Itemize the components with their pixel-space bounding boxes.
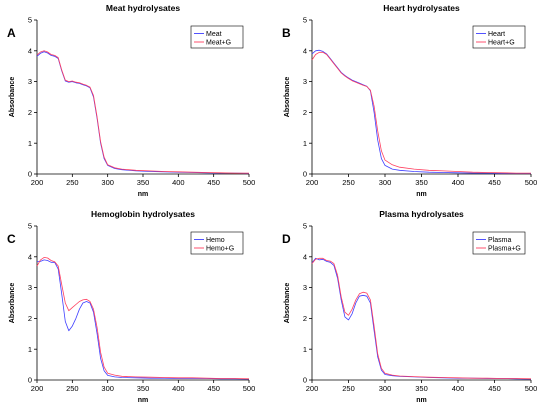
y-axis-label: Absorbance xyxy=(284,283,291,324)
x-tick-label: 200 xyxy=(31,384,44,393)
x-tick-label: 250 xyxy=(66,178,79,187)
x-tick-label: 250 xyxy=(66,384,79,393)
chart-title: Heart hydrolysates xyxy=(383,3,460,13)
x-tick-label: 250 xyxy=(342,384,355,393)
x-tick-label: 300 xyxy=(101,384,114,393)
chart-panel-b: Heart hydrolysates B 0 1 2 3 4 5 200 250 300 350 400… xyxy=(282,3,537,198)
y-tick-label: 3 xyxy=(28,283,32,292)
x-tick-label: 300 xyxy=(379,178,392,187)
x-tick-label: 450 xyxy=(207,384,220,393)
y-tick-label: 4 xyxy=(28,46,32,55)
x-tick-label: 300 xyxy=(101,178,114,187)
x-tick-label: 350 xyxy=(415,178,428,187)
x-axis-label: nm xyxy=(138,397,149,404)
legend-box xyxy=(472,231,526,255)
series-line-meat xyxy=(36,51,250,174)
chart-panel-a: Meat hydrolysates A 0 1 2 3 4 5 200 250 300 350 400 4… xyxy=(7,3,255,198)
legend-box xyxy=(190,25,244,49)
y-axis-label: Absorbance xyxy=(284,77,291,118)
x-tick-label: 450 xyxy=(207,178,220,187)
y-tick-label: 0 xyxy=(303,376,307,385)
series-line-hemo xyxy=(37,259,250,380)
x-tick-label: 350 xyxy=(415,384,428,393)
y-tick-label: 3 xyxy=(303,283,307,292)
chart-title: Meat hydrolysates xyxy=(106,3,180,13)
x-tick-label: 350 xyxy=(137,384,150,393)
x-tick-label: 450 xyxy=(488,178,501,187)
y-tick-label: 1 xyxy=(28,345,32,354)
legend-label: Plasma xyxy=(488,237,511,244)
y-tick-label: 2 xyxy=(28,314,32,323)
x-tick-label: 400 xyxy=(172,384,185,393)
legend-label: Heart xyxy=(488,31,505,38)
x-tick-label: 500 xyxy=(243,178,256,187)
legend-label: Meat xyxy=(206,31,222,38)
series-line-heart xyxy=(311,49,531,174)
y-tick-label: 2 xyxy=(303,314,307,323)
x-axis-label: nm xyxy=(416,397,427,404)
series-line-plasma-g xyxy=(311,257,532,380)
legend-box xyxy=(190,231,244,255)
y-tick-label: 0 xyxy=(303,170,307,179)
panel-label: A xyxy=(7,26,16,40)
x-axis-label: nm xyxy=(138,191,149,198)
chart-title: Plasma hydrolysates xyxy=(379,209,464,219)
x-tick-label: 200 xyxy=(306,384,319,393)
x-tick-label: 350 xyxy=(137,178,150,187)
legend-label: Hemo xyxy=(206,237,225,244)
x-tick-label: 200 xyxy=(306,178,319,187)
series-line-meat-g xyxy=(36,50,249,174)
chart-panel-d: Plasma hydrolysates D 0 1 2 3 4 5 200 250 300 350 40… xyxy=(282,209,537,404)
y-tick-label: 3 xyxy=(28,77,32,86)
y-tick-label: 1 xyxy=(28,139,32,148)
y-tick-label: 5 xyxy=(28,222,32,231)
series-line-plasma xyxy=(311,257,532,380)
x-tick-label: 500 xyxy=(525,384,538,393)
panel-label: D xyxy=(282,232,291,246)
x-tick-label: 500 xyxy=(525,178,538,187)
panel-label: B xyxy=(282,26,291,40)
legend-label: Plasma+G xyxy=(488,245,521,252)
y-tick-label: 5 xyxy=(303,222,307,231)
series-line-heart-g xyxy=(311,51,531,174)
y-tick-label: 4 xyxy=(303,46,307,55)
y-tick-label: 1 xyxy=(303,139,307,148)
x-tick-label: 500 xyxy=(243,384,256,393)
y-tick-label: 3 xyxy=(303,77,307,86)
x-axis-label: nm xyxy=(416,191,427,198)
legend-label: Meat+G xyxy=(206,39,231,46)
x-tick-label: 400 xyxy=(452,178,465,187)
x-tick-label: 450 xyxy=(488,384,501,393)
x-tick-label: 400 xyxy=(452,384,465,393)
y-tick-label: 0 xyxy=(28,376,32,385)
y-tick-label: 4 xyxy=(303,252,307,261)
y-tick-label: 2 xyxy=(28,108,32,117)
chart-title: Hemoglobin hydrolysates xyxy=(91,209,195,219)
legend-box xyxy=(472,25,526,49)
legend-label: Heart+G xyxy=(488,39,515,46)
y-tick-label: 1 xyxy=(303,345,307,354)
y-tick-label: 5 xyxy=(303,16,307,25)
y-axis-label: Absorbance xyxy=(9,283,16,324)
y-tick-label: 2 xyxy=(303,108,307,117)
x-tick-label: 300 xyxy=(379,384,392,393)
x-tick-label: 400 xyxy=(172,178,185,187)
legend-label: Hemo+G xyxy=(206,245,234,252)
panel-label: C xyxy=(7,232,16,246)
y-tick-label: 4 xyxy=(28,252,32,261)
x-tick-label: 200 xyxy=(31,178,44,187)
y-tick-label: 0 xyxy=(28,170,32,179)
x-tick-label: 250 xyxy=(342,178,355,187)
chart-panel-c: Hemoglobin hydrolysates C 0 1 2 3 4 5 200 250 300 3… xyxy=(7,209,255,404)
y-tick-label: 5 xyxy=(28,16,32,25)
series-line-hemo-g xyxy=(36,256,250,380)
y-axis-label: Absorbance xyxy=(9,77,16,118)
